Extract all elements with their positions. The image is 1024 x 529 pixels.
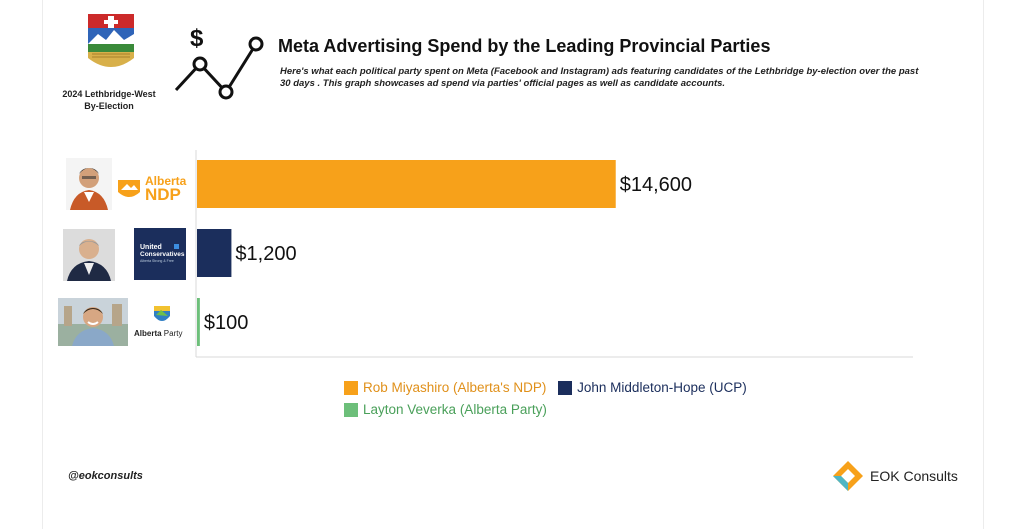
bar-label-ndp: $14,600: [620, 174, 692, 196]
ndp-logo-line-1: Alberta: [145, 174, 187, 188]
legend-row-2: Layton Veverka (Alberta Party): [344, 402, 755, 424]
ndp-logo-line-2: NDP: [145, 185, 181, 204]
legend-label-ucp: John Middleton-Hope (UCP): [577, 380, 747, 395]
alberta-party-logo: Alberta Party: [134, 304, 194, 344]
bar-ucp: [197, 229, 232, 277]
legend-item-ndp: Rob Miyashiro (Alberta's NDP): [344, 380, 546, 395]
legend-label-ap: Layton Veverka (Alberta Party): [363, 402, 547, 417]
chart-legend: Rob Miyashiro (Alberta's NDP) John Middl…: [344, 380, 755, 424]
brand-name: EOK Consults: [870, 468, 958, 484]
bar-label-ucp: $1,200: [235, 243, 296, 265]
chart-subtitle: Here's what each political party spent o…: [280, 66, 919, 89]
bar-ndp: [197, 160, 616, 208]
candidate-photo-ndp: [66, 158, 112, 210]
ucp-logo: United Conservatives Alberta Strong & Fr…: [134, 228, 186, 280]
ndp-logo: Alberta NDP: [116, 174, 192, 204]
alberta-party-wordmark: Alberta Party: [134, 329, 182, 338]
bar-label-ap: $100: [204, 312, 249, 334]
candidate-photo-ap: [58, 298, 128, 346]
legend-label-ndp: Rob Miyashiro (Alberta's NDP): [363, 380, 547, 395]
alberta-crest-icon: [88, 14, 134, 67]
legend-swatch-ap: [344, 402, 358, 417]
event-line-1: 2024 Lethbridge-West: [62, 89, 156, 99]
legend-row-1: Rob Miyashiro (Alberta's NDP) John Middl…: [344, 380, 755, 402]
ucp-logo-mark: [174, 244, 179, 249]
dollar-trend-icon: $: [174, 25, 264, 100]
ucp-logo-line-1: United: [140, 244, 162, 251]
alberta-party-light: Party: [163, 329, 183, 338]
legend-item-ucp: John Middleton-Hope (UCP): [558, 380, 747, 395]
chart-title: Meta Advertising Spend by the Leading Pr…: [278, 36, 771, 56]
social-handle: @eokconsults: [68, 470, 143, 482]
legend-swatch-ucp: [558, 380, 573, 395]
dollar-sign: $: [190, 25, 204, 52]
ucp-logo-line-3: Alberta Strong & Free: [140, 259, 174, 263]
bar-ap: [197, 298, 200, 346]
candidate-photo-ucp: [63, 229, 115, 281]
ucp-logo-line-2: Conservatives: [140, 251, 185, 258]
brand-logo: EOK Consults: [832, 460, 958, 492]
legend-swatch-ndp: [344, 380, 358, 395]
event-line-2: By-Election: [84, 101, 134, 111]
alberta-party-bold: Alberta: [134, 329, 162, 338]
ndp-mountain-icon: [118, 180, 140, 197]
event-label: 2024 Lethbridge-West By-Election: [54, 88, 164, 112]
eok-diamond-icon: [833, 461, 863, 491]
alberta-party-icon: [154, 306, 170, 321]
legend-item-ap: Layton Veverka (Alberta Party): [344, 402, 547, 417]
